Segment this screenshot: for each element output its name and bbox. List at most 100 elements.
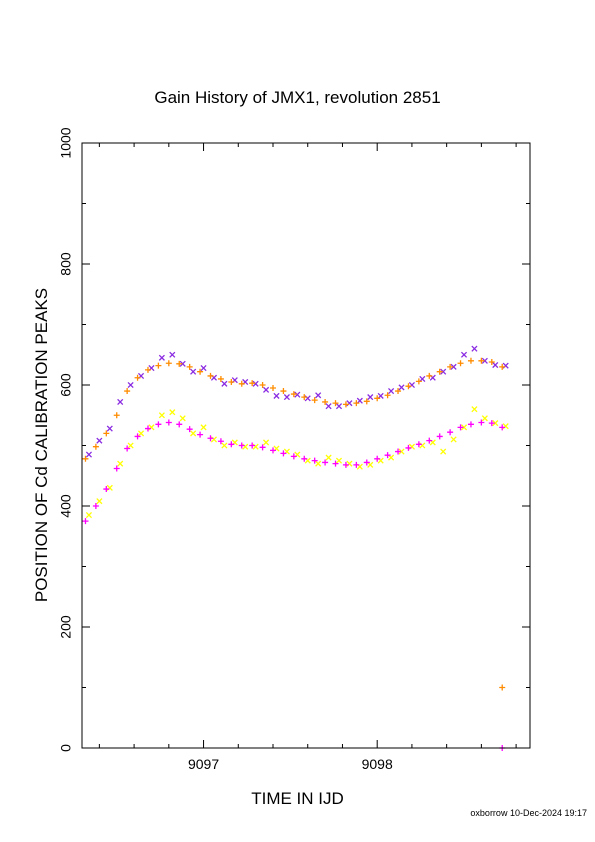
data-point <box>322 398 329 405</box>
data-point <box>200 365 207 372</box>
data-point <box>217 375 224 382</box>
data-point <box>460 351 468 358</box>
data-point <box>280 450 287 457</box>
data-point <box>92 443 99 450</box>
data-point <box>103 486 110 493</box>
data-series <box>499 684 506 691</box>
data-point <box>249 442 256 449</box>
data-point <box>144 366 151 373</box>
data-point <box>179 360 186 367</box>
data-point <box>96 498 103 505</box>
data-point <box>492 420 499 427</box>
x-tick-label: 9098 <box>362 756 393 772</box>
plot-frame <box>81 142 531 749</box>
data-series <box>82 419 506 525</box>
data-point <box>134 374 141 381</box>
data-point <box>363 459 370 466</box>
data-point <box>207 372 214 379</box>
data-point <box>176 421 183 428</box>
data-point <box>467 357 474 364</box>
data-point <box>335 403 343 410</box>
data-point <box>197 431 204 438</box>
data-point <box>332 400 339 407</box>
data-point <box>179 415 186 422</box>
data-point <box>426 437 433 444</box>
data-point <box>311 457 318 464</box>
data-point <box>395 388 402 395</box>
data-point <box>280 388 287 395</box>
data-point <box>367 394 374 401</box>
data-point <box>92 503 99 509</box>
data-point <box>499 424 506 431</box>
data-point <box>158 412 165 419</box>
data-point <box>85 451 93 458</box>
data-point <box>377 392 384 399</box>
data-point <box>82 455 89 462</box>
data-point <box>353 400 360 407</box>
data-point <box>415 378 422 385</box>
data-point <box>488 359 495 366</box>
data-point <box>398 448 405 455</box>
data-point <box>467 421 474 428</box>
data-point <box>499 363 506 370</box>
data-point <box>342 401 349 408</box>
data-point <box>290 391 297 398</box>
y-tick-label: 600 <box>58 373 74 397</box>
y-tick-label: 1000 <box>58 127 74 158</box>
data-series <box>85 345 509 458</box>
data-point <box>263 386 270 393</box>
data-point <box>311 397 318 404</box>
data-point <box>457 360 464 367</box>
data-point <box>228 378 235 385</box>
data-point <box>405 444 412 451</box>
data-point <box>249 380 256 387</box>
data-point <box>200 424 207 431</box>
data-point <box>165 360 172 367</box>
y-tick-label: 200 <box>58 615 74 639</box>
data-point <box>259 382 266 388</box>
data-point <box>301 394 308 401</box>
data-point <box>481 415 488 422</box>
data-point <box>252 380 259 387</box>
data-point <box>96 437 103 444</box>
data-point <box>457 424 464 431</box>
data-point <box>221 380 228 387</box>
data-point <box>190 430 197 437</box>
data-point <box>238 442 245 449</box>
data-point <box>197 368 204 375</box>
data-point <box>492 361 499 369</box>
data-point <box>363 398 370 405</box>
data-point <box>158 354 165 361</box>
data-point <box>440 368 447 375</box>
data-point <box>165 419 172 426</box>
data-point <box>228 441 235 448</box>
x-axis-label: TIME IN IJD <box>251 789 344 808</box>
data-point <box>217 438 224 445</box>
series-layer <box>82 345 509 751</box>
data-point <box>460 424 468 431</box>
data-point <box>478 419 485 426</box>
data-point <box>137 430 145 437</box>
data-point <box>388 387 395 395</box>
data-point <box>450 363 457 370</box>
data-point <box>481 357 488 364</box>
data-point <box>290 453 297 460</box>
data-point <box>221 442 228 449</box>
data-point <box>207 435 214 442</box>
y-axis-label: POSITION OF Cd CALIBRATION PEAKS <box>32 287 51 603</box>
data-point <box>270 385 277 392</box>
data-point <box>342 461 349 468</box>
data-point <box>273 392 280 399</box>
data-point <box>436 433 443 440</box>
data-point <box>270 447 277 454</box>
data-series <box>85 406 509 519</box>
data-point <box>127 442 134 449</box>
data-point <box>384 392 391 399</box>
data-point <box>335 457 343 464</box>
data-point <box>353 461 360 468</box>
data-point <box>186 426 193 433</box>
data-point <box>82 518 89 525</box>
data-point <box>186 363 193 370</box>
data-point <box>395 448 402 455</box>
footer-timestamp: oxborrow 10-Dec-2024 19:17 <box>470 808 587 818</box>
